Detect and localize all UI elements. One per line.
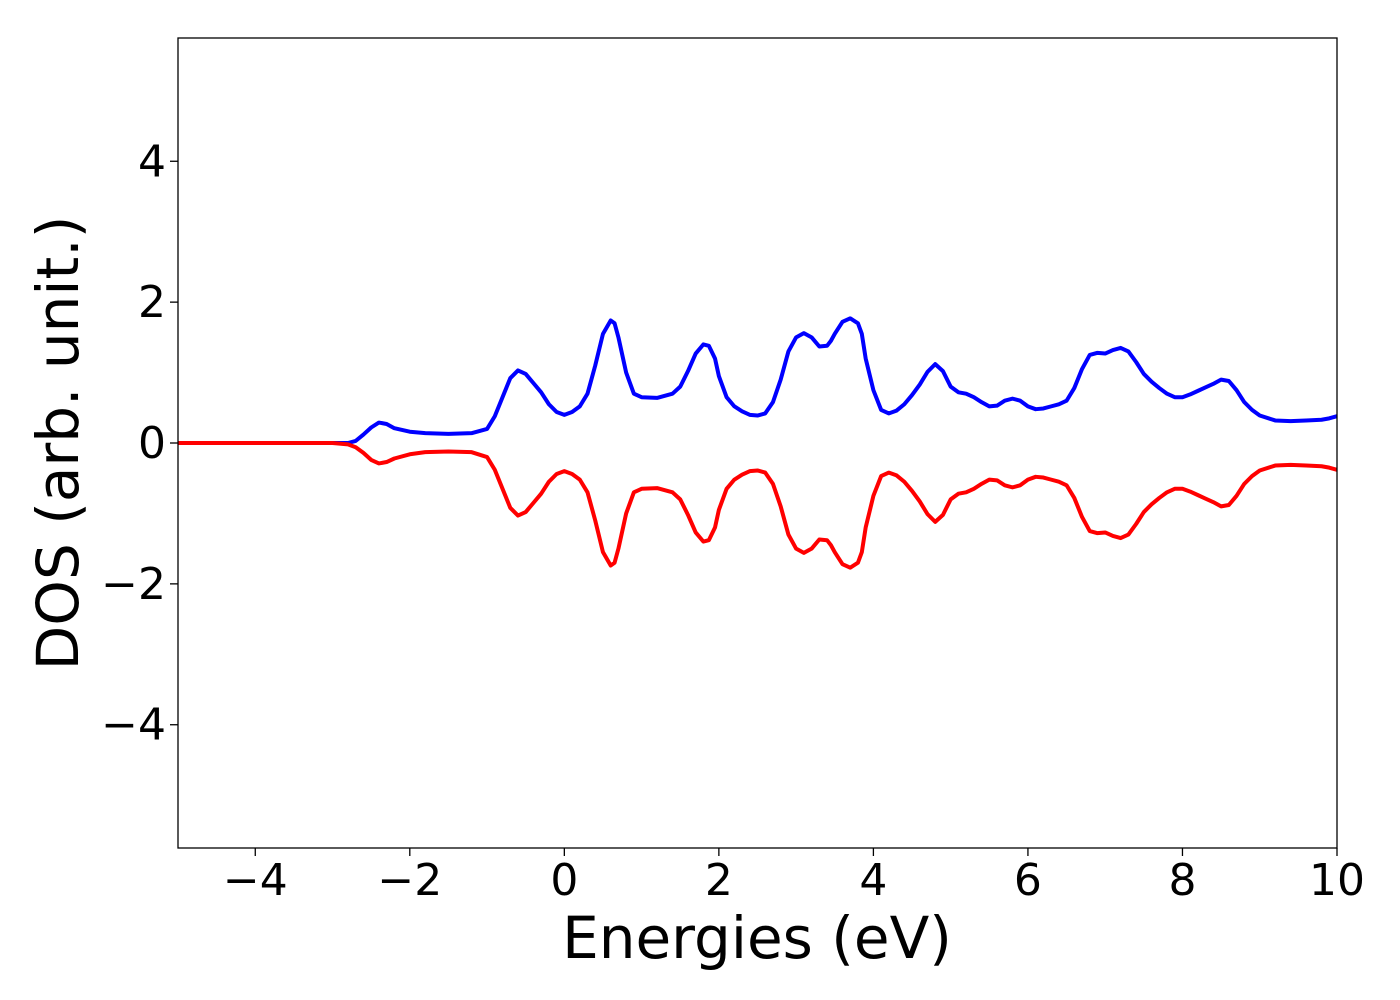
y-tick-label: 4 xyxy=(138,136,166,187)
x-tick-label: −2 xyxy=(377,855,442,906)
x-axis-title: Energies (eV) xyxy=(562,904,952,972)
y-tick-label: −4 xyxy=(101,700,166,751)
x-tick-label: 8 xyxy=(1168,855,1196,906)
series-line-2 xyxy=(178,441,1337,570)
series-layer xyxy=(178,316,1337,570)
y-tick-label: −2 xyxy=(101,559,166,610)
y-axis-title: DOS (arb. unit.) xyxy=(24,216,92,671)
x-tick-label: 4 xyxy=(859,855,887,906)
y-tick-label: 0 xyxy=(138,418,166,469)
x-tick-label: 10 xyxy=(1309,855,1365,906)
x-tick-label: 2 xyxy=(705,855,733,906)
y-tick-label: 2 xyxy=(138,277,166,328)
x-tick-label: −4 xyxy=(223,855,288,906)
x-axis-ticks: −4 −2 0 2 4 6 8 10 xyxy=(223,848,1365,906)
x-tick-label: 6 xyxy=(1014,855,1042,906)
y-axis-ticks: −4 −2 0 2 4 xyxy=(101,136,178,751)
series-line-1 xyxy=(178,316,1337,445)
x-tick-label: 0 xyxy=(550,855,578,906)
